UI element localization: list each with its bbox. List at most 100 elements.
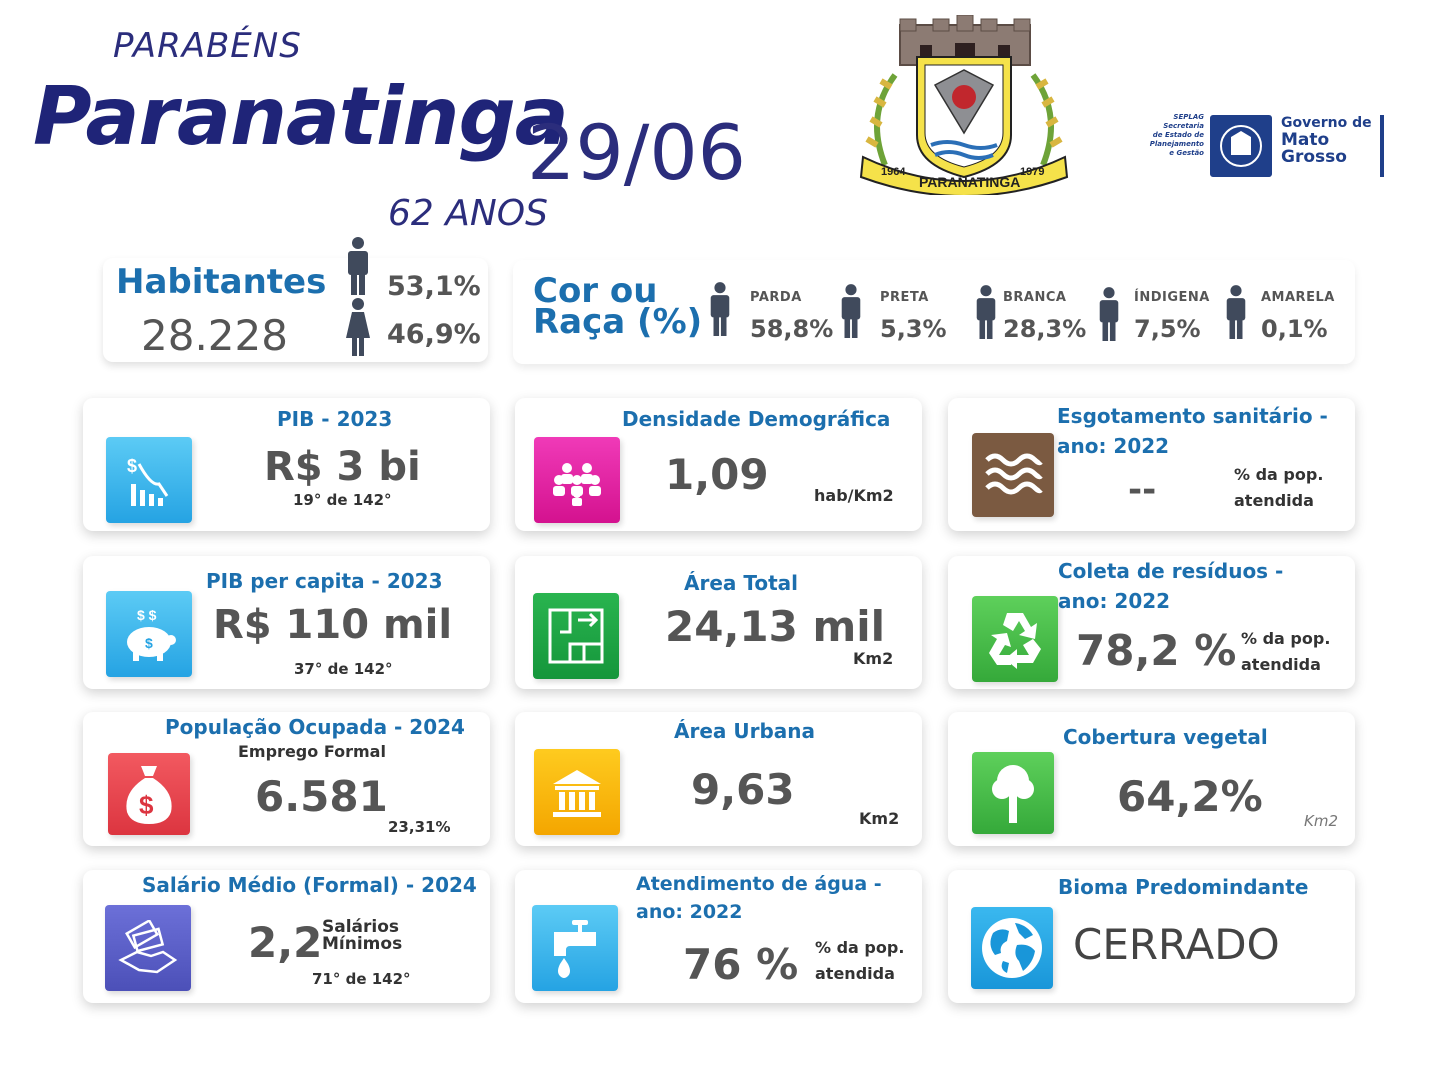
race-parda-label: PARDA [750, 290, 802, 305]
city-age: 62 ANOS [388, 193, 548, 234]
city-name: Paranatinga [33, 70, 569, 163]
city-crest: 1964 PARANATINGA 1979 [855, 14, 1073, 197]
race-preta-value: 5,3% [880, 315, 947, 343]
pop-ocupada-card: População Ocupada - 2024 Emprego Formal … [83, 712, 490, 846]
raca-title: Cor ou Raça (%) [533, 271, 703, 342]
esgoto-title-line1: Esgotamento sanitário - [1057, 404, 1328, 428]
race-parda-value: 58,8% [750, 315, 834, 343]
crest-year-right: 1979 [1020, 166, 1044, 178]
cobertura-unit: Km2 [1304, 812, 1338, 830]
bank-building-icon [534, 749, 620, 835]
anniversary-date: 29/06 [527, 108, 747, 197]
cobertura-title: Cobertura vegetal [1063, 725, 1268, 749]
area-urbana-unit: Km2 [859, 809, 900, 828]
esgoto-note-line1: % da pop. [1234, 465, 1324, 484]
area-total-card: Área Total 24,13 mil Km2 [515, 556, 922, 689]
pib-pc-title: PIB per capita - 2023 [206, 569, 443, 593]
race-branca-value: 28,3% [1003, 315, 1087, 343]
crest-name: PARANATINGA [919, 174, 1020, 190]
salario-value: 2,2 [248, 918, 323, 967]
salario-unit-line1: Salários [322, 917, 400, 937]
tree-icon [972, 752, 1054, 834]
gov-line-3: Grosso [1281, 147, 1347, 167]
esgoto-title-line2: ano: 2022 [1057, 434, 1170, 458]
race-indigena-value: 7,5% [1134, 315, 1201, 343]
race-branca-label: BRANCA [1003, 290, 1067, 305]
raca-title-line2: Raça (%) [533, 302, 703, 342]
pib-card: PIB - 2023 $ R$ 3 bi 19° de 142° [83, 398, 490, 531]
pop-ocupada-value: 6.581 [255, 772, 388, 821]
seplag-line: de Estado de [1152, 131, 1204, 139]
area-urbana-value: 9,63 [691, 765, 795, 814]
greeting: PARABÉNS [113, 26, 302, 66]
raca-title-line1: Cor ou [533, 271, 658, 311]
coleta-title-line2: ano: 2022 [1058, 589, 1171, 613]
salario-title: Salário Médio (Formal) - 2024 [142, 873, 477, 897]
area-total-unit: Km2 [853, 649, 894, 668]
male-icon [344, 237, 372, 301]
government-logo: SEPLAG Secretaria de Estado de Planejame… [1142, 113, 1392, 181]
coleta-card: Coleta de resíduos - ano: 2022 78,2 % % … [948, 556, 1355, 689]
agua-value: 76 % [683, 940, 799, 989]
pib-rank: 19° de 142° [293, 491, 392, 509]
habitantes-value: 28.228 [141, 311, 288, 360]
seplag-line: Secretaria [1163, 122, 1204, 130]
salario-unit-line2: Mínimos [322, 934, 403, 954]
chart-down-icon: $ [106, 437, 192, 523]
gov-line-2: Mato [1281, 130, 1330, 150]
svg-text:$: $ [139, 790, 154, 820]
recycle-icon [972, 596, 1058, 682]
pib-value: R$ 3 bi [264, 444, 421, 490]
esgoto-value: -- [1128, 470, 1157, 510]
esgoto-card: Esgotamento sanitário - ano: 2022 -- % d… [948, 398, 1355, 531]
cobertura-value: 64,2% [1117, 772, 1263, 821]
area-total-title: Área Total [684, 571, 799, 595]
area-urbana-card: Área Urbana 9,63 Km2 [515, 712, 922, 846]
coleta-note-line2: atendida [1241, 655, 1321, 674]
pib-pc-value: R$ 110 mil [213, 602, 453, 648]
salario-rank: 71° de 142° [312, 970, 411, 988]
area-total-value: 24,13 mil [665, 602, 886, 651]
female-pct: 46,9% [387, 319, 481, 350]
seplag-line: SEPLAG [1173, 113, 1204, 121]
area-urbana-title: Área Urbana [674, 719, 816, 743]
gov-line-1: Governo de [1281, 115, 1372, 131]
bioma-title: Bioma Predomindante [1058, 875, 1309, 899]
habitantes-title: Habitantes [116, 262, 327, 302]
coleta-note: % da pop. atendida [1241, 626, 1330, 678]
agua-title: Atendimento de água - ano: 2022 [636, 870, 882, 926]
race-parda-icon [707, 282, 733, 342]
habitantes-card [103, 258, 488, 362]
race-preta-icon [838, 284, 864, 344]
esgoto-title: Esgotamento sanitário - ano: 2022 [1057, 401, 1328, 461]
agua-card: Atendimento de água - ano: 2022 76 % % d… [515, 870, 922, 1003]
male-pct: 53,1% [387, 271, 481, 302]
cobertura-card: Cobertura vegetal 64,2% Km2 [948, 712, 1355, 846]
coleta-title-line1: Coleta de resíduos - [1058, 559, 1284, 583]
money-bag-icon: $ [108, 753, 190, 835]
hand-money-icon [105, 905, 191, 991]
coleta-value: 78,2 % [1076, 626, 1237, 675]
people-group-icon [534, 437, 620, 523]
pib-title: PIB - 2023 [277, 407, 393, 431]
seplag-line: e Gestão [1169, 149, 1204, 157]
race-indigena-label: ÍNDIGENA [1134, 290, 1210, 305]
densidade-value: 1,09 [665, 450, 769, 499]
waves-icon [972, 433, 1054, 517]
race-preta-label: PRETA [880, 290, 929, 305]
female-icon [344, 298, 372, 362]
densidade-card: Densidade Demográfica 1,09 hab/Km2 [515, 398, 922, 531]
crest-year-left: 1964 [881, 166, 906, 178]
globe-icon [971, 907, 1053, 989]
salario-unit: Salários Mínimos [322, 919, 402, 953]
pib-pc-card: PIB per capita - 2023 $ $ $ R$ 110 mil 37… [83, 556, 490, 689]
agua-note-line1: % da pop. [815, 938, 905, 957]
agua-title-line2: ano: 2022 [636, 901, 743, 923]
bioma-card: Bioma Predomindante CERRADO [948, 870, 1355, 1003]
piggy-bank-icon: $ $ $ [106, 591, 192, 677]
bioma-value: CERRADO [1073, 920, 1280, 969]
race-indigena-icon [1096, 287, 1122, 347]
agua-note-line2: atendida [815, 964, 895, 983]
seplag-line: Planejamento [1149, 140, 1204, 148]
raca-card [513, 260, 1355, 364]
